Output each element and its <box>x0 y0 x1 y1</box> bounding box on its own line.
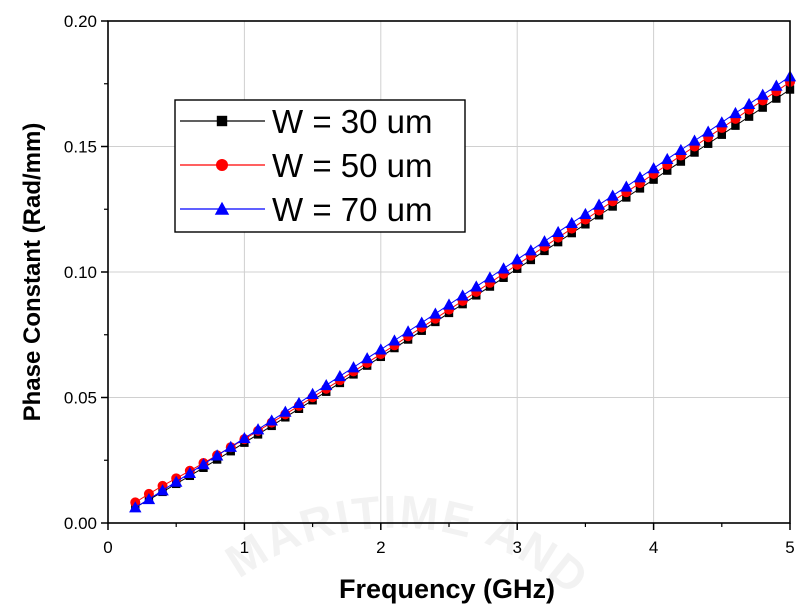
data-point <box>170 475 183 487</box>
data-point <box>633 171 647 183</box>
data-point <box>497 262 510 274</box>
plot-frame <box>107 20 791 524</box>
x-tick-label: 2 <box>376 538 385 557</box>
data-point <box>742 97 756 110</box>
data-point <box>703 139 713 148</box>
data-point <box>717 130 726 139</box>
data-point <box>608 202 617 211</box>
data-point <box>674 143 688 155</box>
x-tick-label: 1 <box>240 538 249 557</box>
data-point <box>731 121 740 130</box>
data-point <box>456 289 469 301</box>
data-point <box>470 280 483 292</box>
data-series <box>129 70 797 513</box>
data-point <box>511 253 524 265</box>
legend-marker <box>214 201 230 215</box>
data-point <box>551 225 565 238</box>
data-point <box>676 157 686 166</box>
data-point <box>265 414 278 426</box>
data-point <box>374 343 387 355</box>
data-point <box>156 484 169 496</box>
data-point <box>622 193 631 202</box>
y-axis-label: Phase Constant (Rad/mm) <box>19 123 46 422</box>
data-point <box>524 244 538 256</box>
data-point <box>142 492 156 505</box>
data-point <box>183 466 197 479</box>
series-triangle <box>129 70 797 513</box>
legend-item: W = 30 um <box>180 103 432 140</box>
data-point <box>251 423 265 435</box>
data-point <box>388 334 401 346</box>
tick-labels: 0 1 2 3 4 5 0.00 0.05 0.10 0.15 0.20 <box>64 12 795 557</box>
data-point <box>649 175 658 184</box>
data-point <box>690 148 699 157</box>
data-point <box>347 361 360 373</box>
data-point <box>592 198 606 210</box>
data-point <box>744 112 754 121</box>
data-point <box>360 352 374 364</box>
y-tick-label: 0.20 <box>64 12 97 31</box>
data-point <box>606 189 619 201</box>
data-point <box>715 116 728 128</box>
data-point <box>538 235 551 247</box>
legend-marker <box>216 115 228 127</box>
x-tick-label: 3 <box>512 538 521 557</box>
data-point <box>758 103 767 112</box>
legend-item: W = 50 um <box>180 147 432 184</box>
data-point <box>772 94 781 103</box>
axis-ticks <box>101 20 791 530</box>
data-point <box>729 106 742 119</box>
data-point <box>579 207 592 219</box>
legend-label: W = 30 um <box>272 103 432 140</box>
x-tick-label: 0 <box>103 538 112 557</box>
data-point <box>197 458 210 470</box>
data-point <box>210 449 224 461</box>
grid <box>108 21 790 523</box>
x-tick-label: 5 <box>785 538 794 557</box>
data-point <box>688 134 701 146</box>
data-point <box>620 180 633 192</box>
x-tick-label: 4 <box>649 538 658 557</box>
data-point <box>429 307 442 319</box>
data-point <box>565 216 578 229</box>
legend-item: W = 70 um <box>180 191 432 228</box>
legend: W = 30 um W = 50 um W = 70 um <box>174 99 466 233</box>
y-tick-label: 0.05 <box>64 389 97 408</box>
data-point <box>320 379 333 391</box>
data-point <box>306 387 319 399</box>
data-point <box>279 405 292 417</box>
data-point <box>661 152 674 165</box>
data-point <box>701 125 715 137</box>
data-point <box>238 431 251 444</box>
y-tick-label: 0.00 <box>64 514 97 533</box>
data-point <box>442 298 456 310</box>
data-point <box>401 325 415 337</box>
y-tick-label: 0.10 <box>64 263 97 282</box>
data-point <box>292 396 306 408</box>
data-point <box>129 501 142 513</box>
data-point <box>770 79 783 91</box>
legend-marker <box>216 159 228 171</box>
data-point <box>483 271 497 283</box>
data-point <box>663 166 672 175</box>
x-axis-label: Frequency (GHz) <box>339 574 555 604</box>
data-point <box>635 184 645 193</box>
data-point <box>415 316 428 328</box>
y-tick-label: 0.15 <box>64 138 97 157</box>
data-point <box>333 369 347 382</box>
legend-label: W = 50 um <box>272 147 432 184</box>
data-point <box>647 162 660 174</box>
legend-label: W = 70 um <box>272 191 432 228</box>
data-point <box>756 88 769 100</box>
data-point <box>224 440 237 452</box>
